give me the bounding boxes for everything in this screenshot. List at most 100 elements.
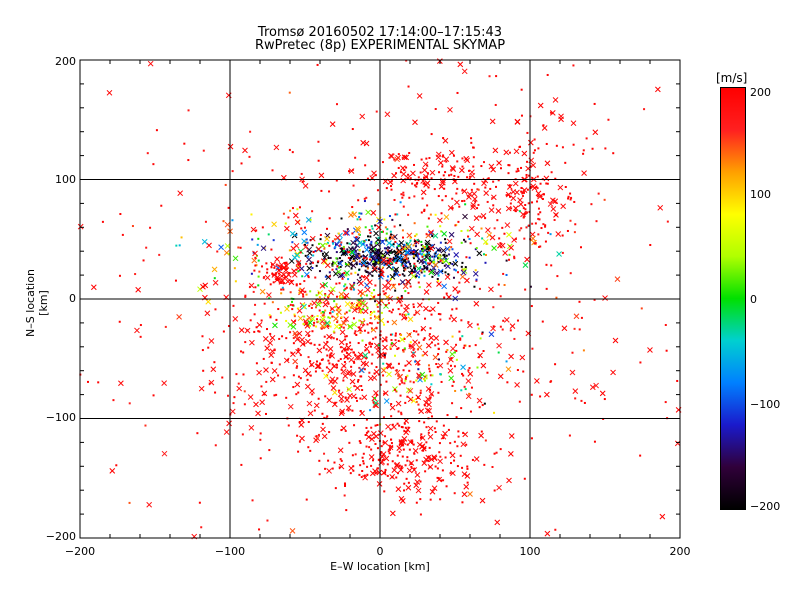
data-point-dot xyxy=(333,300,336,303)
data-point-dot xyxy=(339,265,342,268)
data-point-dot xyxy=(392,366,395,369)
data-point-dot xyxy=(419,250,422,253)
data-point-dot xyxy=(397,339,400,342)
data-point-cross xyxy=(431,455,438,462)
data-point-dot xyxy=(510,207,513,210)
data-point-dot xyxy=(466,467,469,470)
data-point-dot xyxy=(327,459,330,462)
data-point-dot xyxy=(257,284,260,287)
data-point-dot xyxy=(299,251,302,254)
data-point-dot xyxy=(470,141,473,144)
data-point-dot xyxy=(569,198,572,201)
data-point-dot xyxy=(407,426,410,429)
data-point-dot xyxy=(472,165,475,168)
data-point-cross xyxy=(527,139,534,146)
data-point-cross xyxy=(647,347,653,353)
data-point-dot xyxy=(449,442,452,445)
data-point-cross xyxy=(461,188,468,195)
data-point-dot xyxy=(361,339,364,342)
data-point-dot xyxy=(337,262,340,265)
data-point-dot xyxy=(391,445,394,448)
data-point-dot xyxy=(270,248,273,251)
data-point-dot xyxy=(502,272,505,275)
data-point-cross xyxy=(302,244,309,250)
data-point-dot xyxy=(450,173,453,176)
data-point-dot xyxy=(335,268,338,271)
data-point-cross xyxy=(479,497,486,504)
data-point-cross xyxy=(431,485,438,492)
data-point-cross xyxy=(344,301,351,307)
data-point-dot xyxy=(394,273,397,276)
data-point-dot xyxy=(571,351,574,354)
data-point-cross xyxy=(284,225,290,232)
data-point-dot xyxy=(324,325,327,328)
data-point-dot xyxy=(307,255,310,258)
data-point-cross xyxy=(287,322,294,328)
data-point-dot xyxy=(324,293,327,296)
data-point-cross xyxy=(345,344,352,351)
data-point-cross xyxy=(347,323,354,330)
data-point-dot xyxy=(522,370,525,373)
data-point-dot xyxy=(444,456,447,459)
data-point-dot xyxy=(292,386,295,389)
data-point-dot xyxy=(365,257,368,260)
data-point-dot xyxy=(421,354,424,357)
data-point-dot xyxy=(336,314,339,317)
data-point-dot xyxy=(524,288,527,291)
data-point-cross xyxy=(492,147,499,154)
data-point-dot xyxy=(118,274,121,277)
data-point-cross xyxy=(329,121,336,127)
data-point-dot xyxy=(277,308,280,311)
data-point-dot xyxy=(428,255,431,258)
data-point-dot xyxy=(509,202,512,205)
data-point-dot xyxy=(385,232,388,235)
data-point-dot xyxy=(407,481,410,484)
data-point-dot xyxy=(355,263,358,266)
data-point-dot xyxy=(520,186,523,189)
data-point-dot xyxy=(347,409,350,412)
data-point-cross xyxy=(363,140,370,147)
data-point-dot xyxy=(365,343,368,346)
data-point-dot xyxy=(422,338,425,341)
data-point-dot xyxy=(271,169,274,172)
data-point-dot xyxy=(438,171,441,174)
data-point-dot xyxy=(395,369,398,372)
data-point-dot xyxy=(428,257,431,260)
data-point-dot xyxy=(331,240,334,243)
data-point-dot xyxy=(414,253,417,256)
data-point-dot xyxy=(342,249,345,252)
data-point-dot xyxy=(369,253,372,256)
data-point-dot xyxy=(362,264,365,267)
data-point-dot xyxy=(394,354,397,357)
data-point-dot xyxy=(359,397,362,400)
data-point-dot xyxy=(412,381,415,384)
data-point-cross xyxy=(273,144,280,151)
data-point-dot xyxy=(364,256,367,259)
data-point-dot xyxy=(355,236,358,239)
data-point-dot xyxy=(288,271,291,274)
data-point-dot xyxy=(415,501,418,504)
data-point-dot xyxy=(344,283,347,286)
data-point-dot xyxy=(291,151,294,154)
data-point-dot xyxy=(350,272,353,275)
data-point-dot xyxy=(429,374,432,377)
data-point-cross xyxy=(423,305,429,312)
data-point-dot xyxy=(492,306,495,309)
data-point-dot xyxy=(413,255,416,258)
data-point-dot xyxy=(407,313,410,316)
data-point-dot xyxy=(338,257,341,260)
data-point-dot xyxy=(513,337,516,340)
data-point-dot xyxy=(214,391,217,394)
data-point-dot xyxy=(412,244,415,247)
data-point-dot xyxy=(400,193,403,196)
data-point-cross xyxy=(328,289,334,296)
data-point-dot xyxy=(389,185,392,188)
data-point-cross xyxy=(382,439,389,446)
data-point-dot xyxy=(405,375,408,378)
data-point-dot xyxy=(423,253,426,256)
data-point-cross xyxy=(449,351,456,358)
data-point-dot xyxy=(391,460,394,463)
data-point-dot xyxy=(426,267,429,270)
data-point-dot xyxy=(318,270,321,273)
data-point-dot xyxy=(396,296,399,299)
